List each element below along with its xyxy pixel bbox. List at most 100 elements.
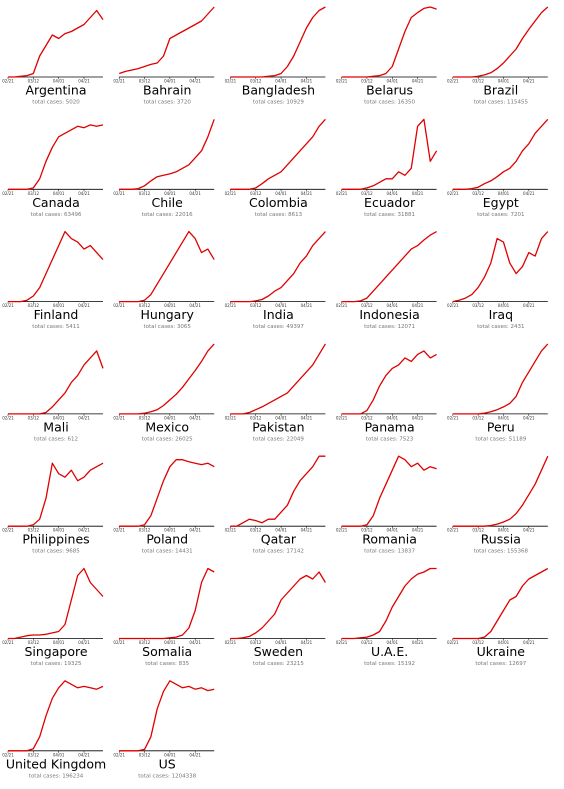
x-tick-label: 04/21 [412,528,424,533]
panel-subtitle: total cases: 3065 [143,324,191,330]
x-tick-label: 04/01 [164,640,176,645]
x-tick-label: 03/12 [28,79,40,84]
x-tick-label: 04/01 [275,303,287,308]
panel-subtitle: total cases: 23215 [253,661,304,667]
panel-subtitle: total cases: 16350 [364,100,415,106]
panel-title: US [159,756,176,771]
panel-subtitle: total cases: 12697 [475,661,526,667]
panel-subtitle: total cases: 7523 [366,436,414,442]
x-tick-label: 04/01 [387,79,399,84]
x-tick-label: 03/12 [250,303,262,308]
panel-title: Bahrain [143,83,191,98]
x-tick-label: 04/01 [498,415,510,420]
panel-title: United Kingdom [6,756,106,771]
panel-title: Mexico [145,419,189,434]
x-tick-label: 04/21 [301,303,313,308]
x-tick-label: 02/21 [2,303,14,308]
x-tick-label: 03/12 [361,528,373,533]
x-tick-label: 04/01 [498,303,510,308]
panel-title: Singapore [24,644,87,659]
x-tick-label: 04/01 [387,303,399,308]
line [8,124,104,190]
panel-subtitle: total cases: 1204338 [138,773,196,779]
panel-title: Brazil [483,83,518,98]
panel-subtitle: total cases: 8613 [255,212,303,218]
line [341,6,437,78]
line [452,343,549,415]
panel-title: India [263,307,294,322]
x-tick-label: 04/21 [523,640,535,645]
x-tick-label: 03/12 [28,303,40,308]
x-tick-label: 02/21 [336,640,348,645]
x-tick-label: 04/21 [78,79,90,84]
line [230,455,326,527]
x-tick-label: 04/21 [78,528,90,533]
panel-title: Somalia [142,644,192,659]
panel-title: Russia [481,532,521,547]
x-tick-label: 04/21 [189,303,201,308]
panel-subtitle: total cases: 15192 [364,661,415,667]
x-tick-label: 04/21 [78,752,90,757]
x-tick-label: 04/01 [387,528,399,533]
panel-title: Panama [365,419,415,434]
x-tick-label: 04/01 [498,528,510,533]
x-tick-label: 04/01 [53,415,65,420]
x-tick-label: 04/01 [275,640,287,645]
x-tick-label: 02/21 [447,303,459,308]
x-tick-label: 02/21 [2,528,14,533]
x-tick-label: 03/12 [139,528,151,533]
x-tick-label: 02/21 [447,640,459,645]
line [452,231,549,303]
x-tick-label: 04/01 [164,528,176,533]
panel-subtitle: total cases: 9685 [32,549,80,555]
x-tick-label: 04/21 [301,528,313,533]
x-tick-label: 03/12 [472,640,484,645]
panel-title: Ecuador [364,195,416,210]
x-tick-label: 04/21 [301,415,313,420]
x-tick-label: 02/21 [2,752,14,757]
panel-subtitle: total cases: 22049 [253,436,304,442]
x-tick-label: 02/21 [225,191,237,196]
panel-title: Peru [487,419,515,434]
x-tick-label: 04/21 [523,528,535,533]
panel-subtitle: total cases: 612 [34,436,78,442]
x-tick-label: 03/12 [28,528,40,533]
panel-title: Ukraine [477,644,526,659]
panel-title: U.A.E. [371,644,408,659]
line [230,118,326,190]
line [230,231,326,303]
x-tick-label: 04/21 [78,640,90,645]
x-tick-label: 04/21 [301,640,313,645]
x-tick-label: 04/01 [53,191,65,196]
panel-subtitle: total cases: 155368 [474,549,529,555]
panel-title: Colombia [249,195,308,210]
panel-subtitle: total cases: 835 [145,661,189,667]
panel-title: Iraq [489,307,513,322]
x-tick-label: 02/21 [113,640,125,645]
x-tick-label: 04/01 [164,303,176,308]
line [8,462,104,527]
panel-subtitle: total cases: 63496 [31,212,82,218]
x-tick-label: 04/01 [275,528,287,533]
panel-title: Bangladesh [242,83,315,98]
x-tick-label: 02/21 [225,79,237,84]
line [119,119,215,190]
x-tick-label: 04/21 [189,640,201,645]
x-tick-label: 03/12 [361,415,373,420]
line [341,231,437,303]
x-tick-label: 04/01 [53,640,65,645]
x-tick-label: 03/12 [250,191,262,196]
x-tick-label: 04/21 [189,191,201,196]
x-tick-label: 03/12 [472,303,484,308]
x-tick-label: 02/21 [225,640,237,645]
panel-title: Romania [362,532,417,547]
panel-subtitle: total cases: 12071 [364,324,415,330]
x-tick-label: 04/21 [78,415,90,420]
x-tick-label: 04/01 [498,640,510,645]
x-tick-label: 03/12 [28,415,40,420]
x-tick-label: 04/01 [53,528,65,533]
line [452,567,549,640]
x-tick-label: 04/21 [189,79,201,84]
x-tick-label: 02/21 [225,528,237,533]
x-tick-label: 04/21 [412,191,424,196]
